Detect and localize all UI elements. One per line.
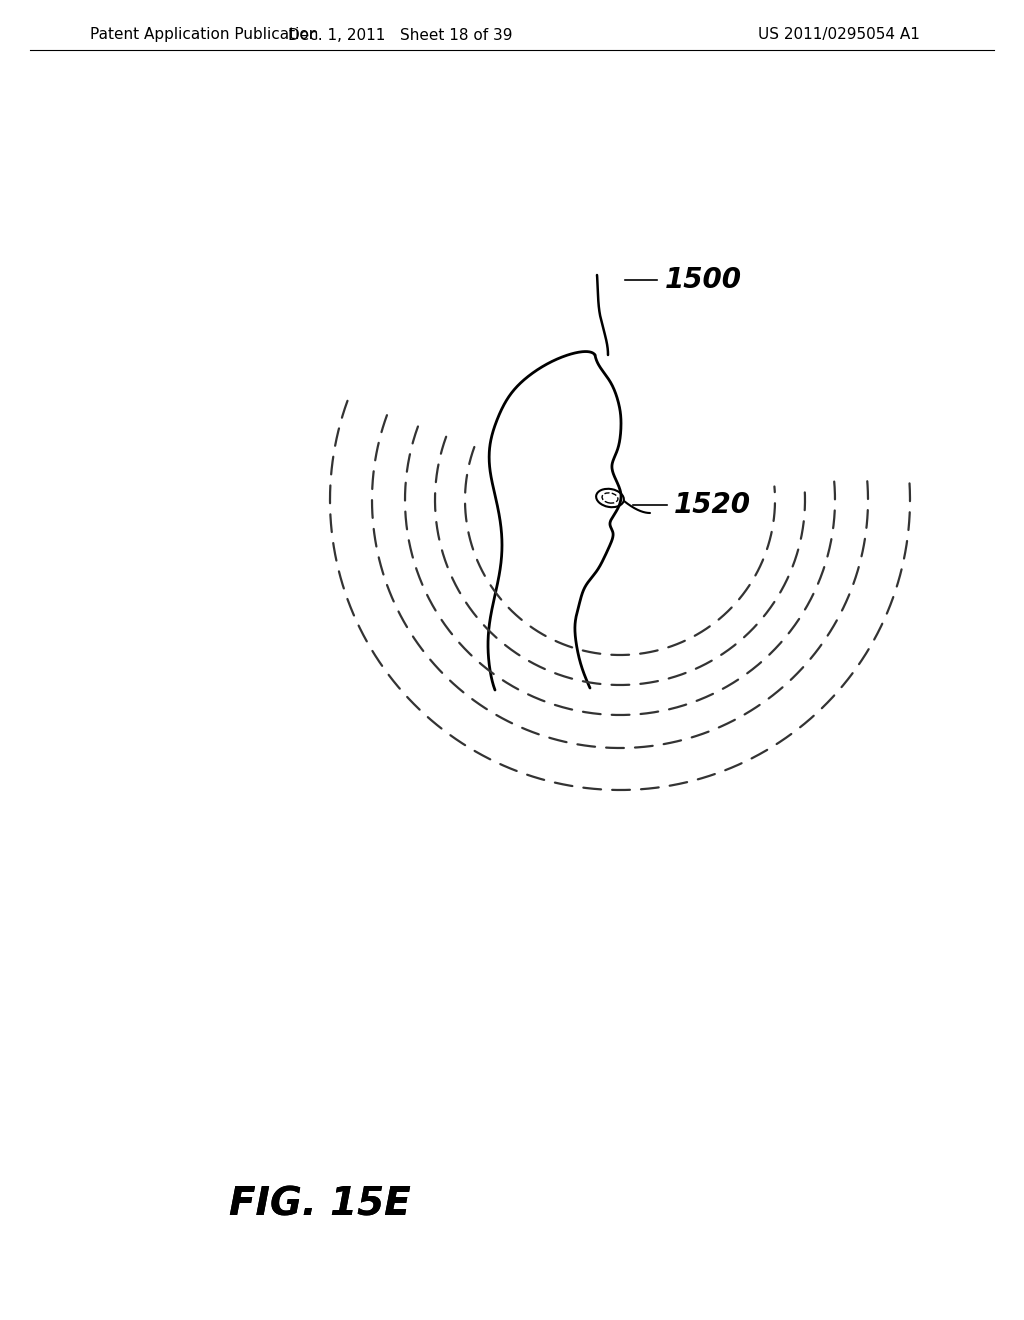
Text: FIG. 15E: FIG. 15E — [229, 1185, 411, 1224]
Text: Dec. 1, 2011   Sheet 18 of 39: Dec. 1, 2011 Sheet 18 of 39 — [288, 28, 512, 42]
Text: 1500: 1500 — [665, 267, 742, 294]
Text: US 2011/0295054 A1: US 2011/0295054 A1 — [758, 28, 920, 42]
Text: 1520: 1520 — [674, 491, 751, 519]
Text: Patent Application Publication: Patent Application Publication — [90, 28, 318, 42]
Text: FIG. 15E: FIG. 15E — [229, 1185, 411, 1224]
